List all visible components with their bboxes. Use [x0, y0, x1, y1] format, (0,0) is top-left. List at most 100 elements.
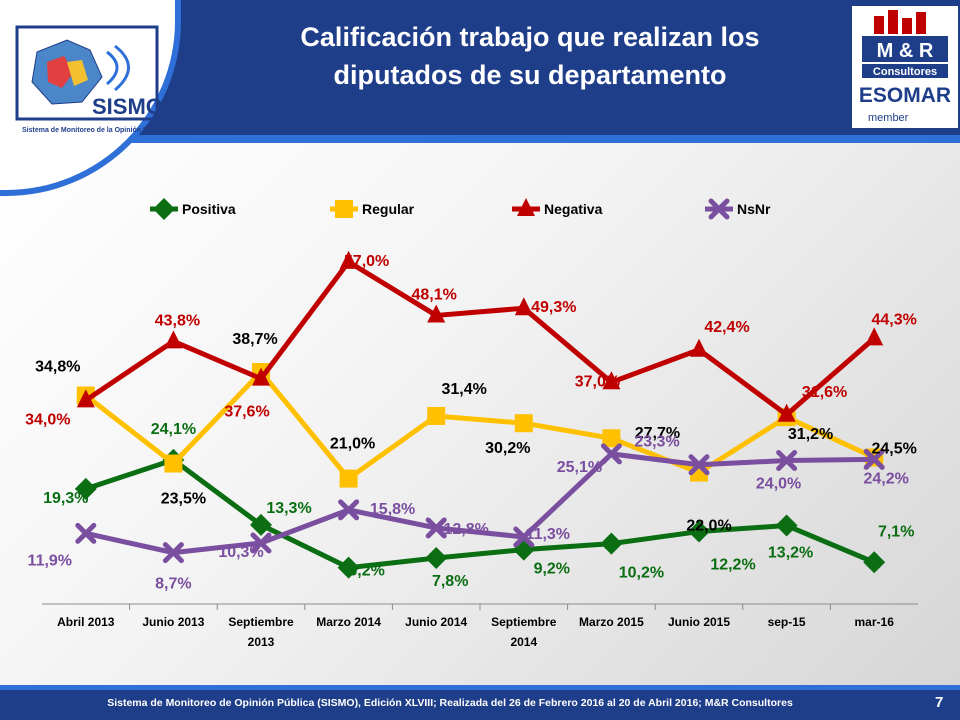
data-label-positiva: 13,2% [768, 545, 813, 562]
data-label-regular: 21,0% [330, 436, 375, 453]
data-label-nsnr: 11,9% [28, 552, 72, 569]
data-point-positiva [688, 520, 710, 543]
data-label-negativa: 31,6% [802, 384, 847, 401]
x-tick-label: Junio 2013 [142, 615, 204, 629]
data-point-nsnr-stroke [75, 522, 97, 544]
series-line-negativa [84, 259, 876, 418]
data-point-nsnr-stroke [162, 542, 184, 564]
data-point-regular [427, 406, 446, 425]
data-point-negativa [777, 403, 796, 422]
data-label-negativa: 57,0% [344, 253, 389, 270]
x-tick-label: Junio 2015 [668, 615, 730, 629]
data-point-nsnr-stroke [863, 448, 885, 470]
legend-label-positiva: Positiva [182, 201, 236, 217]
legend-marker-regular [335, 200, 353, 218]
x-tick-label: Septiembre [228, 615, 294, 629]
data-label-regular: 30,2% [485, 440, 530, 457]
data-point-negativa [164, 330, 183, 349]
data-point-nsnr [338, 499, 360, 521]
data-point-positiva [74, 477, 97, 500]
x-tick-label: Marzo 2015 [579, 615, 644, 629]
sismo-logo-subtext: Sistema de Monitoreo de la Opinión Públi… [22, 127, 168, 134]
header-stripe [0, 135, 960, 143]
data-point-regular [339, 469, 358, 488]
data-point-nsnr-stroke [513, 526, 535, 548]
data-label-negativa: 42,4% [704, 319, 749, 336]
data-label-negativa: 37,0% [575, 373, 620, 390]
data-point-nsnr [425, 517, 447, 539]
x-tick-label: mar-16 [855, 615, 895, 629]
data-point-negativa [514, 297, 533, 316]
data-label-regular: 31,4% [442, 381, 487, 398]
data-point-nsnr [513, 526, 535, 548]
data-point-nsnr [776, 450, 798, 472]
data-point-negativa [339, 250, 358, 269]
data-label-nsnr: 25,1% [557, 459, 602, 476]
data-point-nsnr-stroke [600, 443, 622, 465]
page-title: Calificación trabajo que realizan los di… [300, 22, 760, 90]
x-tick-label: Marzo 2014 [316, 615, 381, 629]
mr-logo-line3: ESOMAR [859, 84, 951, 107]
data-label-nsnr: 15,8% [370, 501, 415, 518]
data-label-regular: 27,7% [635, 425, 680, 442]
data-point-positiva [863, 551, 886, 574]
data-label-negativa: 34,0% [25, 411, 70, 428]
footer-source-text: Sistema de Monitoreo de Opinión Pública … [107, 697, 793, 709]
data-label-nsnr: 8,7% [155, 576, 191, 593]
data-label-nsnr: 11,3% [526, 526, 570, 543]
data-point-negativa [602, 371, 621, 390]
data-point-regular [164, 454, 183, 473]
data-label-positiva: 24,1% [151, 421, 196, 438]
mr-logo-line2: Consultores [873, 66, 937, 78]
data-point-nsnr [600, 443, 622, 465]
data-point-nsnr-stroke [688, 454, 710, 476]
chart-background [0, 143, 960, 685]
data-label-nsnr: 12,8% [444, 521, 489, 538]
data-label-positiva: 13,3% [266, 500, 311, 517]
data-point-negativa [690, 338, 708, 357]
data-label-positiva: 12,2% [710, 557, 755, 574]
data-label-negativa: 48,1% [412, 286, 457, 303]
data-point-nsnr [688, 454, 710, 476]
data-point-nsnr [162, 542, 184, 564]
data-point-negativa [427, 304, 446, 323]
x-tick-label: Septiembre [491, 615, 557, 629]
footer-bar [0, 685, 960, 720]
data-point-nsnr [863, 448, 885, 470]
data-label-nsnr: 24,2% [864, 470, 909, 487]
data-label-positiva: 6,2% [348, 563, 384, 580]
data-label-nsnr: 10,3% [218, 544, 263, 561]
legend-label-negativa: Negativa [544, 201, 603, 217]
data-label-positiva: 9,2% [534, 561, 570, 578]
data-label-negativa: 43,8% [155, 312, 200, 329]
x-tick-label: Junio 2014 [405, 615, 467, 629]
legend-marker-negativa [517, 198, 535, 216]
data-label-regular: 31,2% [788, 426, 833, 443]
series-line-regular [84, 369, 876, 482]
legend-label-nsnr: NsNr [737, 201, 771, 217]
data-point-positiva [600, 532, 623, 555]
legend-marker-nsnr [708, 198, 730, 220]
data-point-nsnr-stroke [250, 532, 272, 554]
mr-logo-line1: M & R [877, 40, 934, 62]
data-label-regular: 24,5% [872, 441, 917, 458]
x-tick-label: 2013 [248, 635, 275, 649]
series-line-positiva [85, 457, 876, 571]
data-label-negativa: 49,3% [531, 299, 576, 316]
data-point-nsnr-stroke [338, 499, 360, 521]
data-label-regular: 22,0% [686, 518, 731, 535]
data-point-nsnr-stroke [425, 517, 447, 539]
legend-marker-positiva [153, 198, 175, 220]
data-label-positiva: 7,8% [432, 573, 468, 590]
data-point-positiva [425, 547, 448, 570]
mr-logo-line4: member [868, 112, 909, 124]
x-tick-label: 2014 [510, 635, 537, 649]
data-point-positiva [337, 556, 360, 579]
x-tick-label: sep-15 [768, 615, 806, 629]
data-point-regular [602, 429, 621, 448]
series-line-nsnr [85, 451, 875, 556]
data-point-negativa [865, 327, 884, 346]
data-point-negativa [252, 367, 270, 386]
sismo-logo-text: SISMO [92, 94, 163, 119]
data-point-nsnr [75, 522, 97, 544]
